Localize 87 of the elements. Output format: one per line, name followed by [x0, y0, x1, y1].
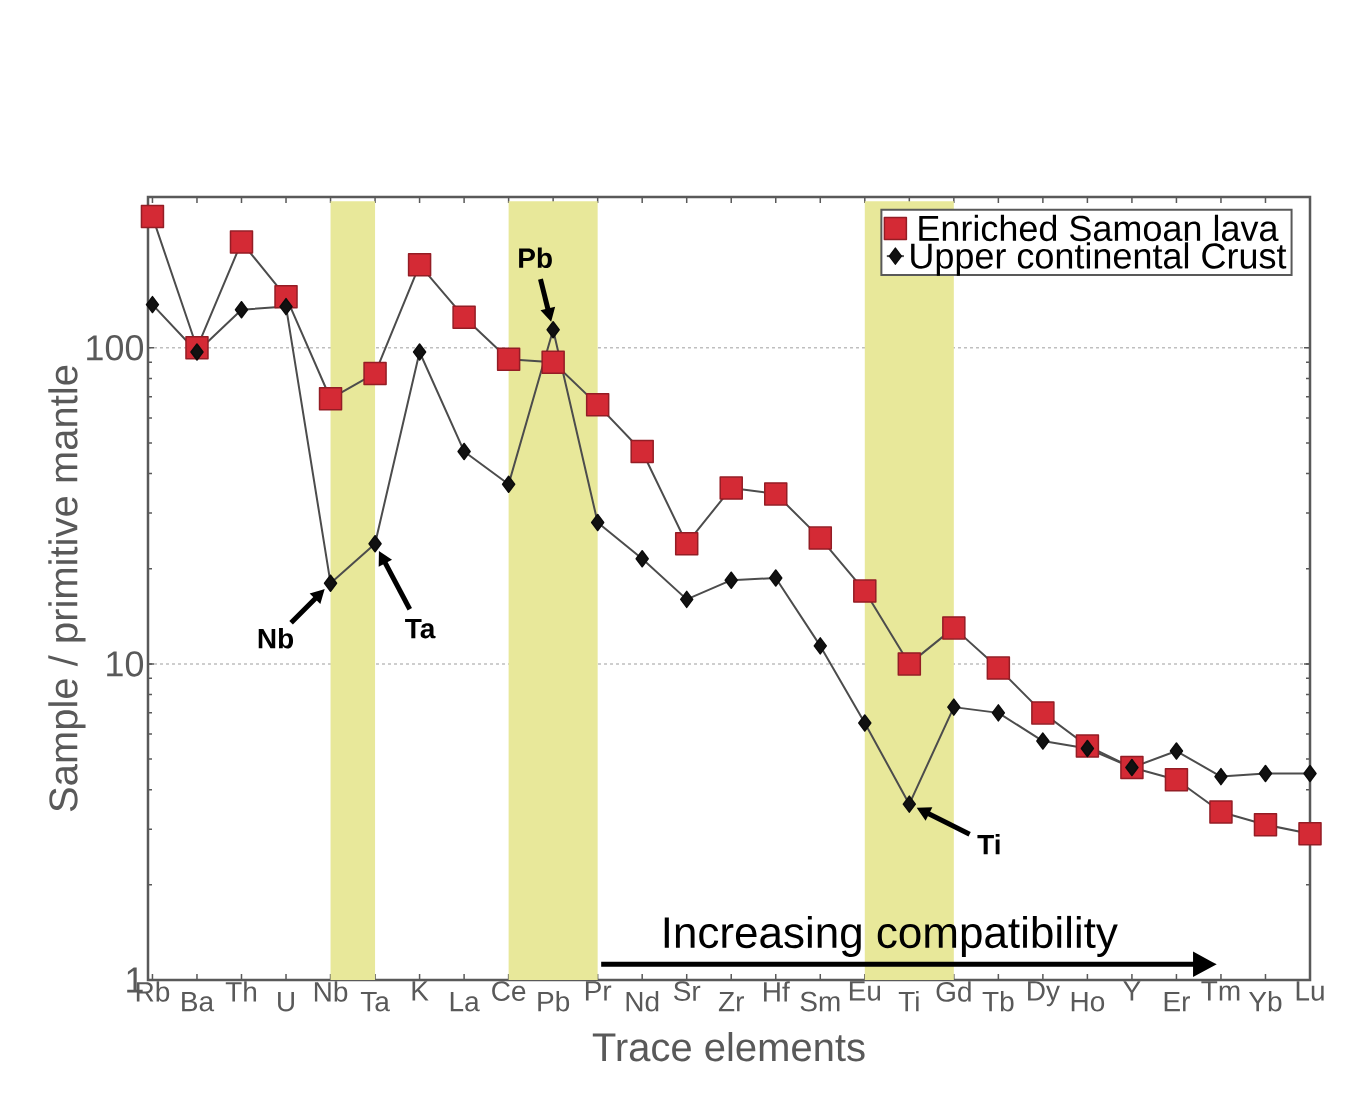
point — [808, 526, 833, 550]
point — [1036, 732, 1050, 750]
point — [541, 350, 565, 375]
point — [897, 652, 922, 676]
point — [145, 295, 160, 314]
point — [1169, 742, 1184, 760]
x-tick-label: Er — [1164, 991, 1190, 1012]
x-tick-label: Ti — [898, 990, 919, 1012]
point — [229, 230, 254, 254]
legend-label: Upper continental Crust — [911, 242, 1287, 276]
point — [630, 439, 654, 464]
y-tick-label: 100 — [87, 335, 144, 361]
point — [942, 616, 966, 640]
point — [674, 531, 699, 556]
point — [363, 361, 387, 386]
x-tick-label: Hf — [764, 981, 790, 1002]
x-tick-label: Gd — [936, 981, 971, 1002]
point — [947, 698, 961, 716]
point — [853, 579, 877, 603]
point — [190, 343, 204, 361]
point — [501, 475, 516, 494]
x-tick-label: Dy — [1028, 981, 1060, 1007]
point — [1164, 768, 1189, 792]
point — [452, 305, 476, 329]
point — [1253, 812, 1278, 837]
point — [1303, 764, 1317, 783]
point — [719, 476, 743, 500]
point — [1258, 764, 1273, 783]
point — [679, 590, 694, 609]
x-tick-label: Ce — [492, 981, 526, 1002]
annotation: Ta — [405, 618, 436, 639]
point — [1298, 822, 1322, 846]
x-tick-label: Pr — [585, 981, 612, 1001]
x-tick-label: Yb — [1248, 990, 1282, 1012]
point — [986, 656, 1011, 680]
point — [546, 321, 560, 339]
x-tick-label: Sm — [800, 991, 840, 1012]
x-tick-label: Ba — [182, 991, 215, 1012]
x-tick-label: U — [278, 991, 294, 1012]
x-tick-label: Tb — [982, 990, 1014, 1012]
point — [234, 300, 249, 319]
point — [279, 297, 293, 316]
point — [813, 637, 828, 655]
point — [1209, 800, 1233, 824]
point — [368, 534, 382, 553]
point — [323, 574, 338, 592]
x-tick-label: Eu — [849, 981, 881, 1001]
point — [769, 569, 783, 587]
point — [590, 513, 605, 532]
point — [585, 393, 610, 417]
x-tick-label: Zr — [718, 991, 744, 1012]
annotation: Pb — [519, 247, 552, 269]
annotation: Ti — [977, 834, 1000, 855]
point — [724, 571, 738, 589]
point — [496, 347, 521, 371]
point — [318, 387, 343, 411]
point — [407, 253, 432, 277]
point — [140, 204, 165, 229]
x-tick-label: Th — [225, 981, 257, 1002]
point — [635, 550, 649, 568]
x-tick-label: K — [412, 981, 429, 1001]
point — [1031, 701, 1055, 725]
x-tick-label: Pb — [538, 990, 570, 1012]
point — [991, 704, 1006, 722]
point — [412, 343, 427, 361]
point — [1080, 739, 1095, 758]
x-tick-label: Ho — [1071, 991, 1105, 1012]
annotation: Nb — [258, 627, 294, 649]
x-tick-label: Sr — [673, 981, 701, 1002]
x-tick-label: Tm — [1201, 981, 1240, 1001]
point — [858, 714, 872, 732]
x-axis-title: Trace elements — [592, 1032, 865, 1062]
point — [764, 482, 788, 506]
point — [1214, 767, 1228, 786]
annotation: Increasing compatibility — [664, 915, 1118, 957]
point — [902, 795, 917, 813]
point — [1125, 758, 1139, 777]
x-tick-label: Y — [1123, 981, 1141, 1001]
x-tick-label: Nd — [626, 990, 659, 1012]
x-tick-label: Lu — [1296, 981, 1324, 1001]
x-tick-label: Ta — [360, 991, 390, 1012]
y-axis-title: Sample / primitive mantle — [48, 365, 86, 812]
point — [457, 442, 471, 461]
x-tick-label: La — [450, 991, 480, 1012]
y-tick-label: 10 — [107, 651, 144, 677]
legend-label: Enriched Samoan lava — [919, 214, 1279, 242]
x-tick-label: Nb — [314, 981, 348, 1002]
